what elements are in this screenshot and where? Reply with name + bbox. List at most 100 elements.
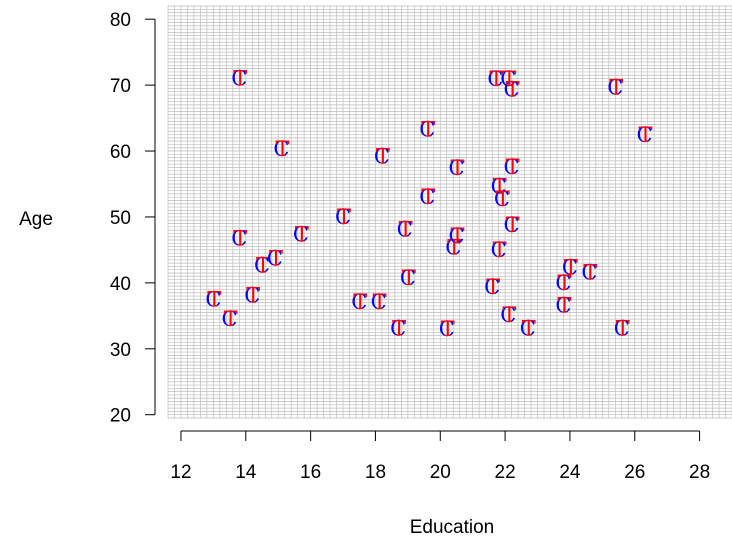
data-point: CT bbox=[419, 185, 435, 209]
point-marker-c: C bbox=[491, 238, 507, 262]
point-marker-t: T bbox=[421, 117, 435, 141]
data-point: CT bbox=[487, 67, 503, 91]
data-point: CT bbox=[400, 266, 416, 290]
data-point: CT bbox=[231, 227, 247, 251]
point-marker-t: T bbox=[376, 144, 390, 168]
data-point: CT bbox=[491, 238, 507, 262]
point-marker-t: T bbox=[224, 307, 238, 331]
data-point: CT bbox=[504, 78, 520, 102]
point-marker-t: T bbox=[373, 290, 387, 314]
x-tick-label: 24 bbox=[559, 462, 581, 483]
point-marker-t: T bbox=[506, 155, 520, 179]
data-point: CT bbox=[374, 144, 390, 168]
data-point: CT bbox=[500, 67, 516, 91]
x-tick-label: 22 bbox=[495, 462, 516, 483]
point-marker-c: C bbox=[607, 76, 623, 100]
point-marker-c: C bbox=[371, 290, 387, 314]
point-marker-c: C bbox=[500, 67, 516, 91]
data-point: CT bbox=[371, 290, 387, 314]
point-marker-c: C bbox=[231, 67, 247, 91]
point-marker-t: T bbox=[233, 227, 247, 251]
point-marker-c: C bbox=[555, 271, 571, 295]
data-point: CT bbox=[445, 235, 461, 259]
point-marker-t: T bbox=[502, 67, 516, 91]
point-marker-t: T bbox=[616, 316, 630, 340]
point-marker-c: C bbox=[419, 185, 435, 209]
point-marker-t: T bbox=[493, 175, 507, 199]
data-point: CT bbox=[504, 155, 520, 179]
point-marker-t: T bbox=[337, 205, 351, 229]
point-marker-t: T bbox=[493, 238, 507, 262]
x-tick-label: 26 bbox=[624, 462, 645, 483]
point-marker-c: C bbox=[419, 117, 435, 141]
point-marker-t: T bbox=[450, 156, 464, 180]
data-point: CT bbox=[244, 283, 260, 307]
point-marker-c: C bbox=[636, 123, 652, 147]
point-marker-c: C bbox=[267, 246, 283, 270]
point-marker-t: T bbox=[399, 217, 413, 241]
data-point: CT bbox=[504, 213, 520, 237]
point-marker-t: T bbox=[269, 246, 283, 270]
x-tick-label: 12 bbox=[170, 462, 191, 483]
x-tick-label: 14 bbox=[235, 462, 257, 483]
data-point: CT bbox=[607, 76, 623, 100]
point-marker-t: T bbox=[353, 290, 367, 314]
point-marker-t: T bbox=[392, 316, 406, 340]
point-marker-c: C bbox=[222, 307, 238, 331]
data-point: CT bbox=[267, 246, 283, 270]
y-axis-label: Age bbox=[19, 209, 53, 230]
point-marker-c: C bbox=[500, 303, 516, 327]
point-marker-c: C bbox=[439, 317, 455, 341]
data-point: CT bbox=[494, 187, 510, 211]
point-marker-t: T bbox=[522, 316, 536, 340]
data-point: CT bbox=[293, 223, 309, 247]
point-marker-t: T bbox=[557, 271, 571, 295]
point-marker-c: C bbox=[614, 316, 630, 340]
point-marker-c: C bbox=[254, 254, 270, 278]
point-marker-c: C bbox=[484, 275, 500, 299]
point-marker-c: C bbox=[562, 256, 578, 280]
data-point: CT bbox=[222, 307, 238, 331]
point-marker-t: T bbox=[502, 303, 516, 327]
point-marker-c: C bbox=[555, 293, 571, 317]
x-axis-ticks: 12 14 16 18 20 22 24 26 28 bbox=[170, 431, 710, 483]
data-point: CT bbox=[351, 290, 367, 314]
data-point: CT bbox=[614, 316, 630, 340]
point-marker-t: T bbox=[246, 283, 260, 307]
point-marker-c: C bbox=[487, 67, 503, 91]
point-marker-t: T bbox=[496, 187, 510, 211]
point-marker-c: C bbox=[390, 316, 406, 340]
point-marker-t: T bbox=[564, 256, 578, 280]
point-marker-c: C bbox=[351, 290, 367, 314]
data-point: CT bbox=[439, 317, 455, 341]
data-point: CT bbox=[448, 156, 464, 180]
data-point: CT bbox=[520, 316, 536, 340]
point-marker-t: T bbox=[583, 260, 597, 284]
data-point: CT bbox=[335, 205, 351, 229]
point-marker-c: C bbox=[504, 213, 520, 237]
x-tick-label: 28 bbox=[689, 462, 710, 483]
point-marker-c: C bbox=[448, 156, 464, 180]
point-marker-t: T bbox=[506, 213, 520, 237]
point-marker-c: C bbox=[400, 266, 416, 290]
point-marker-c: C bbox=[231, 227, 247, 251]
point-marker-c: C bbox=[581, 260, 597, 284]
point-marker-t: T bbox=[233, 67, 247, 91]
point-marker-t: T bbox=[441, 317, 455, 341]
data-point: CT bbox=[562, 256, 578, 280]
x-tick-label: 20 bbox=[430, 462, 451, 483]
point-marker-c: C bbox=[397, 217, 413, 241]
data-point: CT bbox=[491, 175, 507, 199]
point-marker-t: T bbox=[256, 254, 270, 278]
point-marker-c: C bbox=[335, 205, 351, 229]
data-point: CT bbox=[448, 224, 464, 248]
data-point: CT bbox=[581, 260, 597, 284]
point-marker-c: C bbox=[504, 78, 520, 102]
point-marker-c: C bbox=[491, 175, 507, 199]
point-marker-c: C bbox=[448, 224, 464, 248]
point-marker-t: T bbox=[489, 67, 503, 91]
point-marker-t: T bbox=[295, 223, 309, 247]
point-marker-t: T bbox=[557, 293, 571, 317]
